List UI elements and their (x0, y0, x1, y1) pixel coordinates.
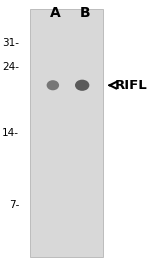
Text: RIFL: RIFL (115, 79, 147, 92)
Text: A: A (50, 6, 61, 20)
Text: 14-: 14- (2, 128, 19, 138)
FancyBboxPatch shape (30, 9, 103, 257)
Text: 31-: 31- (2, 38, 19, 48)
Ellipse shape (47, 80, 59, 90)
Text: 24-: 24- (2, 62, 19, 72)
Text: B: B (80, 6, 91, 20)
Ellipse shape (75, 80, 89, 91)
Text: 7-: 7- (9, 200, 19, 210)
